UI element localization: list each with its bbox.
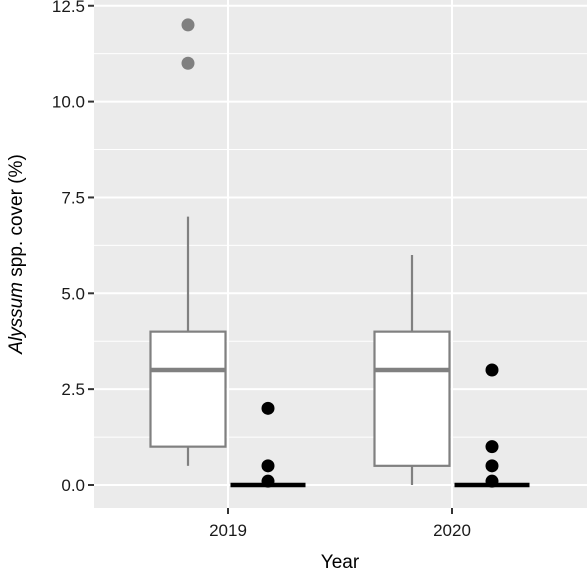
y-axis-title-rest: spp. cover (%): [6, 154, 27, 282]
outlier-point: [485, 440, 499, 454]
outlier-point: [261, 474, 275, 488]
x-axis: 2019 2020: [209, 508, 471, 540]
y-axis: 0.0 2.5 5.0 7.5 10.0 12.5: [52, 0, 94, 495]
x-axis-title: Year: [321, 552, 360, 572]
major-gridlines: [94, 0, 587, 508]
outlier-point: [181, 56, 195, 70]
y-axis-title: Alyssum spp. cover (%): [6, 154, 27, 355]
y-axis-title-italic: Alyssum: [6, 282, 27, 355]
y-tick-label: 2.5: [61, 380, 85, 399]
outlier-point: [181, 18, 195, 32]
x-tick-label: 2020: [433, 521, 471, 540]
box-black-2020: [454, 363, 530, 488]
boxes-layer: [149, 18, 530, 488]
outlier-point: [261, 401, 275, 415]
outlier-point: [261, 459, 275, 473]
box-gray-2019: [149, 18, 227, 466]
box-gray-2020: [373, 254, 451, 485]
box-body: [373, 330, 451, 467]
box-body: [149, 330, 227, 448]
y-tick-label: 7.5: [61, 188, 85, 207]
y-tick-label: 0.0: [61, 476, 85, 495]
y-tick-label: 12.5: [52, 0, 85, 16]
x-tick-label: 2019: [209, 521, 247, 540]
outlier-point: [485, 363, 499, 377]
y-tick-label: 5.0: [61, 284, 85, 303]
outlier-point: [485, 474, 499, 488]
outlier-point: [485, 459, 499, 473]
box-black-2019: [230, 401, 306, 488]
y-tick-label: 10.0: [52, 93, 85, 112]
